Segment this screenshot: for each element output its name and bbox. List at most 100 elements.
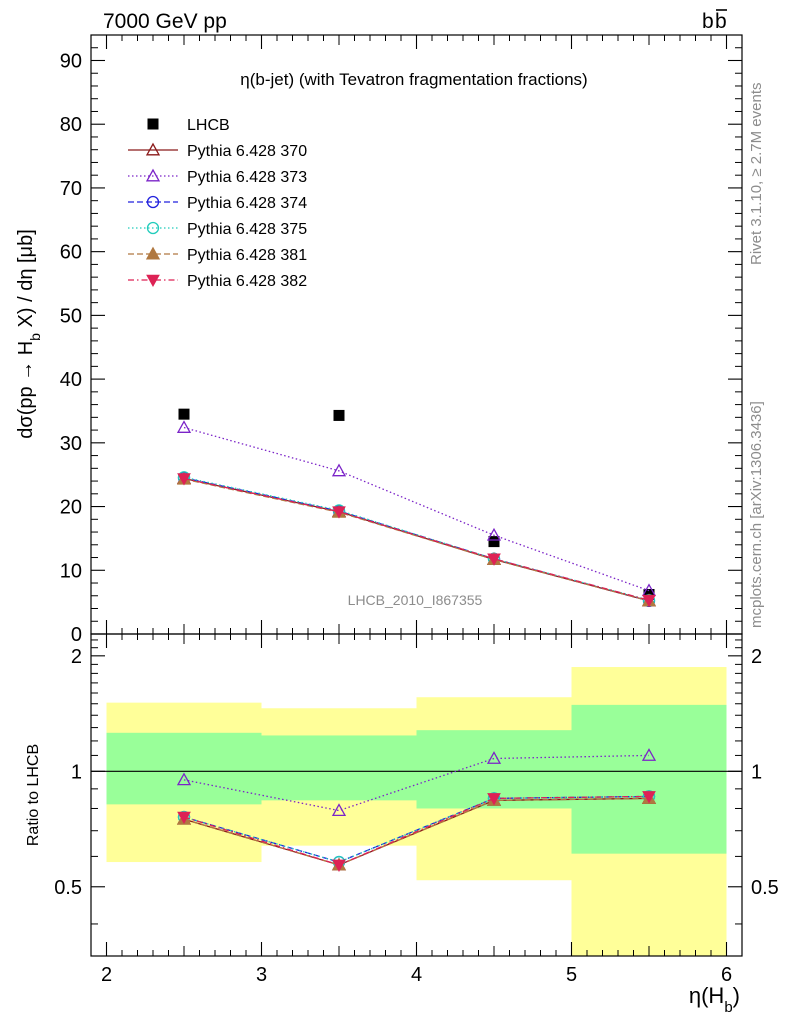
ratio-point-5-3	[642, 791, 656, 804]
legend-entry-4: Pythia 6.428 375	[128, 221, 307, 238]
legend-marker-0	[147, 118, 159, 130]
main-series-line-5	[183, 478, 650, 602]
ratio-point-1-3	[641, 748, 657, 761]
ratio-series-5	[177, 791, 656, 872]
ratio-y-axis-label: Ratio to LHCB	[25, 744, 42, 846]
main-series-5	[176, 471, 657, 607]
legend-entry-0: LHCB	[147, 117, 230, 134]
legend-entry-5: Pythia 6.428 381	[128, 246, 307, 264]
header-right-bar: b	[715, 10, 727, 33]
legend-entry-6: Pythia 6.428 382	[128, 273, 307, 290]
ratio-ytick-label-left-0: 0.5	[54, 877, 82, 899]
side-label-bottom: mcplots.cern.ch [arXiv:1306.3436]	[748, 401, 765, 628]
ratio-bands	[91, 667, 742, 956]
ratio-band-green-1	[261, 735, 417, 801]
legend-label-0: LHCB	[187, 117, 230, 134]
ratio-ytick-label-right-2: 2	[751, 646, 762, 668]
legend-marker-4	[146, 221, 160, 235]
main-point-6-2	[487, 553, 501, 566]
ratio-band-green-3	[571, 704, 727, 854]
ratio-point-1-2	[486, 751, 502, 764]
main-ytick-label-5: 50	[60, 305, 82, 327]
legend-label-3: Pythia 6.428 374	[187, 195, 307, 212]
ratio-series-line-5	[183, 795, 650, 866]
x-label-part-1: η(H	[689, 983, 724, 1008]
header-left: 7000 GeV pp	[103, 10, 227, 33]
header-right: b b	[702, 9, 727, 33]
legend-label-4: Pythia 6.428 375	[187, 221, 307, 238]
legend-marker-6	[146, 274, 160, 288]
xtick-label-4: 6	[721, 964, 732, 986]
x-label-part-3: )	[733, 983, 740, 1008]
legend-entry-1: Pythia 6.428 370	[128, 142, 307, 160]
legend-marker-2	[145, 168, 161, 182]
main-y-label-part-1: dσ(pp → H	[15, 341, 37, 439]
ratio-panel: 0.5 0.5 1 1 2 2 2 3 4 5 6 Ratio to LHCB η(Hb)	[25, 633, 779, 1016]
main-y-label-part-2: b	[27, 333, 43, 341]
ratio-series-line-3	[183, 795, 650, 863]
main-series-line-2	[183, 426, 650, 592]
main-point-2-1	[331, 463, 347, 477]
legend-label-2: Pythia 6.428 373	[187, 169, 307, 186]
ratio-x-axis: 2 3 4 5 6	[90, 634, 743, 986]
ratio-point-1-1	[331, 803, 347, 817]
main-ytick-label-8: 80	[60, 114, 82, 136]
main-point-6-3	[642, 594, 656, 608]
legend-label-6: Pythia 6.428 382	[187, 273, 307, 290]
main-title: η(b-jet) (with Tevatron fragmentation fr…	[240, 70, 587, 89]
ratio-ytick-label-right-0: 0.5	[751, 877, 779, 899]
side-label-top: Rivet 3.1.10, ≥ 2.7M events	[748, 83, 765, 266]
ratio-band-green-0	[106, 732, 262, 805]
xtick-label-3: 5	[566, 964, 577, 986]
main-ytick-label-4: 40	[60, 369, 82, 391]
main-ytick-label-2: 20	[60, 497, 82, 519]
legend: LHCB Pythia 6.428 370 Pythia 6.428 373 Pyth…	[128, 117, 307, 290]
legend-entry-3: Pythia 6.428 374	[128, 195, 307, 212]
main-ytick-label-6: 60	[60, 242, 82, 264]
ratio-point-1-0	[176, 772, 192, 786]
main-watermark: LHCB_2010_I867355	[348, 592, 483, 608]
main-ytick-label-1: 10	[60, 560, 82, 582]
ratio-ytick-label-right-1: 1	[751, 761, 762, 783]
main-ytick-label-9: 90	[60, 50, 82, 72]
main-y-axis: 0 10 20 30 40 50 60 70 80 90	[60, 47, 742, 646]
main-panel: 0 10 20 30 40 50 60 70 80 90 η(b-jet) (with Tevat…	[15, 34, 743, 646]
xtick-label-2: 4	[411, 964, 422, 986]
ratio-point-5-1	[332, 859, 346, 872]
xtick-label-0: 2	[101, 964, 112, 986]
ratio-plot-area	[176, 748, 657, 872]
ratio-ytick-label-left-1: 1	[71, 761, 82, 783]
main-point-2-2	[486, 527, 502, 541]
main-y-label-part-3: X) / dη [μb]	[15, 229, 37, 333]
ratio-series-line-4	[183, 797, 650, 866]
legend-label-5: Pythia 6.428 381	[187, 247, 307, 264]
ratio-series-1	[176, 748, 657, 817]
main-point-0-0	[178, 408, 190, 420]
main-ytick-label-0: 0	[71, 624, 82, 646]
x-axis-label: η(Hb)	[689, 983, 740, 1016]
main-point-6-1	[332, 506, 346, 519]
main-series-3	[177, 471, 656, 608]
xtick-label-1: 3	[256, 964, 267, 986]
legend-marker-1	[145, 142, 161, 156]
main-point-0-1	[333, 409, 345, 421]
main-y-axis-label: dσ(pp → Hb X) / dη [μb]	[15, 229, 43, 439]
main-ytick-label-3: 30	[60, 433, 82, 455]
ratio-ytick-label-left-2: 2	[71, 646, 82, 668]
main-series-2	[176, 420, 657, 597]
legend-entry-2: Pythia 6.428 373	[128, 168, 307, 186]
main-series-6	[177, 473, 656, 608]
main-point-2-0	[176, 420, 192, 433]
x-label-part-2: b	[724, 999, 732, 1016]
ratio-point-5-0	[177, 811, 191, 825]
main-series-0	[178, 408, 655, 600]
main-plot-area	[176, 408, 657, 608]
main-point-0-2	[488, 536, 500, 548]
main-series-line-6	[183, 477, 650, 601]
legend-label-1: Pythia 6.428 370	[187, 143, 307, 160]
legend-marker-5	[145, 246, 161, 260]
main-x-axis	[90, 35, 743, 634]
main-point-6-0	[177, 473, 191, 486]
header-right-base: b	[702, 10, 714, 33]
